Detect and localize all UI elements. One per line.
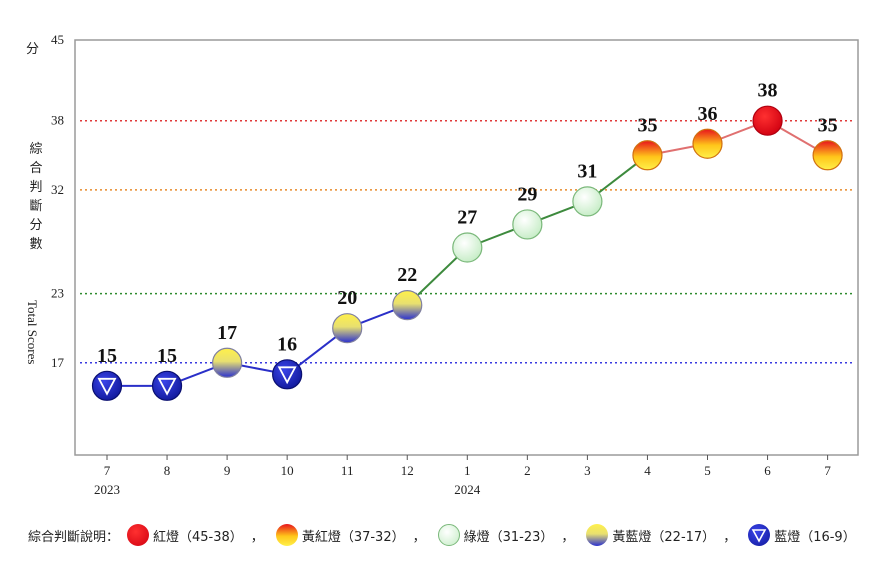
x-tick-label: 12: [401, 463, 414, 478]
red-light-icon: [127, 524, 150, 546]
x-tick-label: 6: [764, 463, 771, 478]
year-label: 2023: [94, 482, 120, 497]
y-tick-label: 38: [51, 113, 64, 128]
data-point-blue: [91, 370, 123, 401]
data-point-yellow-red: [632, 140, 663, 171]
x-tick-label: 7: [104, 463, 111, 478]
y-tick-label: 23: [51, 286, 64, 301]
data-label: 17: [217, 322, 237, 344]
year-label: 2024: [454, 482, 481, 497]
x-tick-label: 7: [824, 463, 831, 478]
data-label: 38: [758, 80, 778, 102]
x-tick-label: 10: [281, 463, 294, 478]
x-tick-label: 5: [704, 463, 711, 478]
data-label: 35: [637, 114, 657, 136]
legend: 綜合判斷說明： 紅燈（45-38） ， 黃紅燈（37-32） ， 綠燈（31-2…: [28, 522, 858, 548]
x-tick-label: 2: [524, 463, 531, 478]
legend-title: 綜合判斷說明：: [28, 529, 120, 545]
data-label: 29: [517, 183, 537, 205]
data-label: 15: [97, 345, 117, 367]
data-label: 16: [277, 333, 297, 355]
x-tick-label: 4: [644, 463, 651, 478]
x-tick-label: 1: [464, 463, 471, 478]
legend-item-yellow-blue: 黃藍燈（22-17）: [582, 524, 715, 546]
green-light-icon: [437, 524, 460, 546]
blue-light-icon: [157, 377, 177, 396]
blue-light-icon: [97, 377, 117, 396]
blue-light-icon: [748, 524, 771, 546]
data-point-blue: [272, 359, 303, 390]
data-label: 36: [698, 103, 718, 125]
data-label: 35: [818, 114, 838, 136]
data-label: 31: [577, 160, 597, 182]
x-tick-label: 3: [584, 463, 591, 478]
data-point-yellow-red: [692, 128, 723, 159]
x-tick-label: 9: [224, 463, 231, 478]
y-tick-label: 45: [51, 32, 64, 47]
data-point-yellow-blue: [212, 347, 243, 378]
legend-item-yellow-red: 黃紅燈（37-32）: [272, 524, 405, 546]
legend-item-red: 紅燈（45-38）: [123, 524, 243, 546]
x-tick-label: 11: [341, 463, 354, 478]
data-label: 27: [457, 207, 477, 229]
data-label: 22: [397, 264, 417, 286]
data-label: 20: [337, 287, 357, 309]
data-point-green: [572, 186, 603, 217]
data-point-yellow-blue: [332, 313, 363, 344]
y-unit-label: 分: [26, 42, 40, 57]
y-tick-label: 32: [51, 182, 64, 197]
legend-item-green: 綠燈（31-23）: [434, 524, 553, 546]
legend-item-blue: 藍燈（16-9）: [744, 524, 856, 546]
plot-frame: [74, 39, 859, 456]
data-point-blue: [151, 370, 183, 401]
yellow-blue-light-icon: [586, 524, 609, 546]
data-point-green: [512, 209, 543, 240]
yellow-red-light-icon: [275, 524, 298, 546]
data-point-yellow-blue: [392, 290, 423, 321]
data-point-red: [752, 105, 783, 136]
data-label: 15: [157, 345, 177, 367]
y-tick-label: 17: [51, 355, 65, 370]
blue-light-icon: [277, 366, 297, 385]
data-point-yellow-red: [812, 140, 843, 171]
data-point-green: [452, 232, 483, 263]
y-axis-label-cn: 綜合判斷分數: [29, 142, 43, 252]
x-tick-label: 8: [164, 463, 171, 478]
